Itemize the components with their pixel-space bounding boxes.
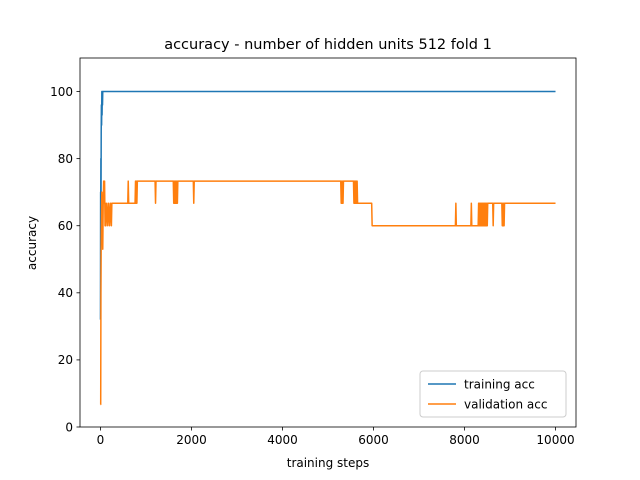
legend-label-0: training acc <box>464 377 535 391</box>
x-tick-label: 4000 <box>267 433 298 447</box>
y-tick-label: 60 <box>58 219 73 233</box>
x-tick-label: 8000 <box>449 433 480 447</box>
x-tick-label: 0 <box>97 433 105 447</box>
y-tick-label: 0 <box>65 420 73 434</box>
x-tick-label: 2000 <box>176 433 207 447</box>
x-axis-title: training steps <box>287 456 370 470</box>
y-axis-title: accuracy <box>25 216 39 270</box>
y-tick-label: 40 <box>58 286 73 300</box>
chart-title: accuracy - number of hidden units 512 fo… <box>164 37 492 53</box>
plot-area: 0 2000 4000 6000 8000 10000 0 20 40 60 80 100 traini… <box>50 57 577 447</box>
legend: training acc validation acc <box>419 370 567 418</box>
x-tick-label: 10000 <box>536 433 574 447</box>
axes-frame <box>79 57 577 428</box>
y-tick-label: 80 <box>58 152 73 166</box>
y-tick-label: 100 <box>50 85 73 99</box>
legend-label-1: validation acc <box>464 397 547 411</box>
x-tick-label: 6000 <box>358 433 389 447</box>
series-line-1 <box>99 180 556 406</box>
y-tick-label: 20 <box>58 353 73 367</box>
legend-box <box>419 370 567 418</box>
series-line-0 <box>99 90 556 320</box>
